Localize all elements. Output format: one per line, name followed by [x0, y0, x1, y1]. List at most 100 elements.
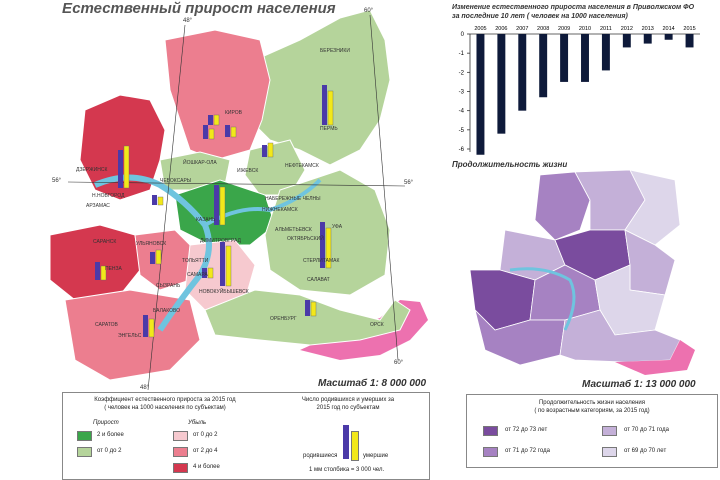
life-swatch-label: от 70 до 71 года [624, 427, 669, 433]
x-tick-label: 2015 [683, 26, 695, 32]
le-river [509, 267, 576, 331]
bar [518, 34, 527, 111]
bar [560, 34, 569, 82]
died-bar [213, 114, 220, 126]
life-expectancy-map [469, 170, 695, 375]
city-label: САРАНСК [93, 239, 117, 245]
bars-title-line: 2015 год по субъектам [316, 405, 380, 411]
swatch-growth-high [77, 431, 92, 441]
region-saratov [64, 289, 201, 381]
city-label: НЕФТЕКАМСК [285, 163, 319, 169]
city-label: УФА [332, 224, 343, 230]
x-tick-label: 2006 [495, 26, 507, 32]
city-label: ЧЕБОКСАРЫ [160, 178, 192, 184]
died-bar [123, 145, 130, 189]
died-bar-sample [351, 431, 359, 461]
x-tick-label: 2005 [474, 26, 486, 32]
x-tick-label: 2012 [621, 26, 633, 32]
swatch-label: от 2 до 4 [193, 448, 218, 454]
life-map-title: Продолжительность жизни [452, 160, 568, 169]
city-label: ДИМИТРОВГРАД [200, 238, 241, 244]
city-label: ЙОШКАР-ОЛА [183, 160, 217, 166]
died-bar [225, 245, 232, 287]
born-bar [305, 300, 310, 316]
legend-title-line: Коэффициент естественного прироста за 20… [94, 397, 236, 403]
city-label: ТОЛЬЯТТИ [182, 258, 209, 264]
born-bar [152, 195, 157, 205]
x-tick-label: 2007 [516, 26, 528, 32]
bar [581, 34, 589, 82]
le-border-band [615, 340, 695, 375]
born-bar [202, 268, 207, 278]
bar [664, 34, 673, 40]
born-bar [322, 85, 327, 125]
died-label: умершие [363, 453, 389, 459]
swatch-decline-high [173, 463, 188, 473]
swatch-decline-low [173, 431, 188, 441]
bar [685, 34, 694, 48]
bar [622, 34, 631, 48]
city-label: КИРОВ [225, 110, 242, 116]
y-tick-label: -5 [459, 128, 465, 134]
x-tick-label: 2010 [579, 26, 591, 32]
city-label: НАБЕРЕЖНЫЕ ЧЕЛНЫ [265, 196, 321, 202]
life-swatch [602, 447, 617, 457]
born-bar-sample [343, 425, 349, 459]
legend-title: Коэффициент естественного прироста за 20… [65, 396, 265, 412]
born-bar [262, 145, 267, 157]
life-swatch [602, 426, 617, 436]
city-label: УЛЬЯНОВСК [136, 241, 167, 247]
swatch-label: от 0 до 2 [97, 448, 122, 454]
region-orenburg [204, 289, 411, 346]
top-chart-title: Изменение естественного прироста населен… [452, 3, 714, 21]
lat-label: 56° [404, 180, 414, 186]
city-label: СЫЗРАНЬ [156, 283, 181, 289]
x-tick-label: 2011 [600, 26, 612, 32]
city-label: АРЗАМАС [86, 203, 110, 209]
main-legend: Коэффициент естественного прироста за 20… [62, 392, 430, 480]
legend-title-line: ( человек на 1000 населения по субъектам… [104, 405, 226, 411]
died-bar [208, 128, 215, 140]
bar [643, 34, 652, 44]
lat-label: 48° [140, 385, 150, 391]
born-bar [320, 222, 325, 268]
y-tick-label: -6 [459, 147, 465, 153]
swatch-growth-low [77, 447, 92, 457]
died-bar [267, 142, 274, 158]
region-nizhny [79, 94, 166, 201]
born-bar [95, 262, 100, 280]
lat-label: 60° [364, 8, 374, 14]
life-legend: Продолжительность жизни населения ( по в… [466, 394, 718, 468]
city-label: ИЖЕВСК [237, 168, 259, 174]
swatch-label: 2 и более [97, 432, 124, 438]
x-tick-label: 2014 [663, 26, 675, 32]
lat-label: 60° [394, 360, 404, 366]
died-bar [100, 265, 107, 281]
natural-growth-chart: 0 -1 -2 -3 -4 -5 -6 2005 2006 2007 2008 2009 2010 201… [459, 26, 700, 155]
city-label: КАЗАНЬ [196, 217, 216, 223]
life-swatch-label: от 69 до 70 лет [624, 448, 667, 454]
born-bar [220, 242, 225, 286]
city-label: ОКТЯБРЬСКИЙ [287, 236, 324, 242]
city-label: ОРСК [370, 322, 384, 328]
decline-header: Убыль [188, 420, 207, 426]
bar [539, 34, 548, 98]
city-label: НИЖНЕКАМСК [262, 207, 298, 213]
born-bar [214, 185, 219, 225]
region-kirov [164, 29, 271, 161]
city-label: АЛЬМЕТЬЕВСК [275, 227, 312, 233]
died-bar [155, 249, 162, 265]
y-tick-label: -1 [459, 51, 465, 57]
died-bar [148, 318, 155, 338]
born-bar [118, 150, 123, 188]
life-swatch-label: от 72 до 73 лет [505, 427, 548, 433]
city-label: НОВОКУЙБЫШЕВСК [199, 289, 249, 295]
swatch-label: 4 и более [193, 464, 220, 470]
city-label: ПЕНЗА [105, 266, 122, 272]
x-tick-label: 2009 [558, 26, 570, 32]
city-label: ПЕРМЬ [320, 126, 338, 132]
y-tick-label: -2 [459, 70, 465, 76]
life-swatch [483, 447, 498, 457]
x-tick-label: 2013 [642, 26, 654, 32]
born-bar [225, 125, 230, 137]
